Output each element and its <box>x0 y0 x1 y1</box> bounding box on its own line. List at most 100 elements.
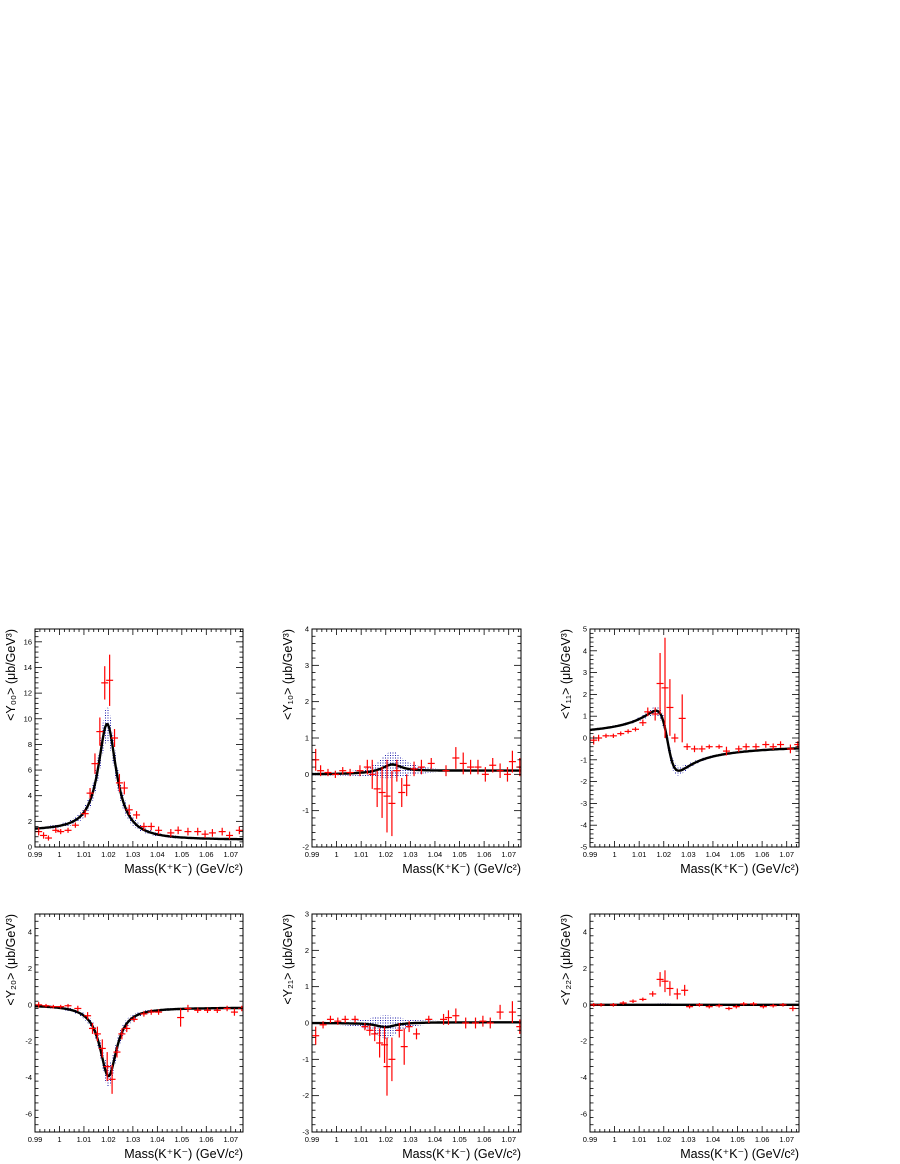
x-tick-label: 1.07 <box>223 850 238 859</box>
data-point <box>686 1004 694 1009</box>
data-point <box>140 822 148 831</box>
y-tick-label: 1 <box>583 712 587 721</box>
data-point <box>317 765 325 777</box>
data-point <box>312 1026 320 1045</box>
y-tick-label: 0 <box>583 1000 587 1009</box>
data-point <box>413 1028 420 1040</box>
data-point <box>410 761 418 777</box>
data-point <box>44 835 52 841</box>
data-point <box>42 1003 50 1008</box>
data-point <box>440 1013 448 1025</box>
fit-curve <box>35 722 243 841</box>
x-tick-label: 1.04 <box>150 1135 165 1144</box>
x-tick-label: 1.01 <box>632 850 647 859</box>
data-point <box>735 745 743 753</box>
x-tick-label: 1.06 <box>755 1135 770 1144</box>
x-axis-title: Mass(K⁺K⁻) (GeV/c²) <box>680 862 799 876</box>
y-axis-title: <Y₂₁> (μb/GeV³) <box>281 914 295 1005</box>
data-point <box>218 827 226 836</box>
data-point <box>656 652 664 715</box>
data-point <box>383 759 391 833</box>
data-point <box>194 1007 202 1014</box>
x-tick-label: 1.07 <box>501 850 516 859</box>
data-point <box>786 744 794 754</box>
data-point <box>52 827 60 833</box>
x-axis-title: Mass(K⁺K⁻) (GeV/c²) <box>402 862 521 876</box>
data-point <box>331 770 339 778</box>
data-point <box>695 1003 703 1007</box>
data-point <box>388 770 396 837</box>
data-point <box>740 1002 748 1006</box>
x-tick-label: 1.04 <box>706 850 721 859</box>
chart-panel-6: 0.99 1 1.01 1.02 1.03 1.04 1.05 1.06 1.07 -6 -4 -2 0… <box>559 913 800 1161</box>
fit-curve <box>590 709 799 772</box>
x-tick-label: 1.02 <box>101 850 116 859</box>
y-tick-label: 2 <box>305 946 309 955</box>
data-point <box>363 759 371 775</box>
data-point <box>123 1024 131 1033</box>
data-point <box>35 1002 43 1008</box>
data-point <box>57 1004 65 1009</box>
data-point <box>590 1003 598 1007</box>
data-point <box>666 679 674 736</box>
data-point <box>319 1021 327 1029</box>
data-point <box>326 1015 334 1023</box>
y-tick-label: 1 <box>305 982 309 991</box>
data-point <box>115 773 123 792</box>
x-axis-title: Mass(K⁺K⁻) (GeV/c²) <box>124 862 243 876</box>
y-tick-label: 3 <box>583 668 587 677</box>
data-point <box>496 1004 504 1020</box>
data-point <box>427 757 435 769</box>
data-point <box>223 1005 231 1012</box>
y-tick-label: 12 <box>24 689 32 698</box>
data-point <box>678 694 686 743</box>
fit-curve <box>312 1021 521 1029</box>
y-tick-label: 4 <box>583 928 587 937</box>
y-tick-label: 0 <box>305 1019 309 1028</box>
x-tick-label: 1.07 <box>501 1135 516 1144</box>
plot-frame <box>34 628 244 848</box>
x-tick-label: 1.05 <box>730 850 745 859</box>
data-point <box>147 822 155 831</box>
y-tick-label: 3 <box>305 661 309 670</box>
x-tick-label: 1.05 <box>175 850 190 859</box>
x-tick-label: 1 <box>57 1135 61 1144</box>
data-point <box>106 654 114 706</box>
y-tick-label: -2 <box>25 1037 32 1046</box>
fit-uncertainty-band <box>35 1005 243 1088</box>
data-point <box>673 988 681 1000</box>
data-point <box>184 827 192 836</box>
x-tick-label: 1.04 <box>428 850 443 859</box>
data-point <box>103 1052 111 1082</box>
data-point <box>393 759 401 782</box>
data-point <box>472 1017 480 1029</box>
plot-area <box>590 637 799 776</box>
x-tick-label: 1.03 <box>126 1135 141 1144</box>
y-tick-label: 2 <box>583 690 587 699</box>
x-axis-title: Mass(K⁺K⁻) (GeV/c²) <box>402 1147 521 1161</box>
fit-curve <box>35 1005 243 1078</box>
data-point <box>691 745 698 753</box>
data-point <box>752 743 760 750</box>
data-point <box>489 757 497 773</box>
data-point <box>462 1017 470 1029</box>
chart-panel-4: 0.99 1 1.01 1.02 1.03 1.04 1.05 1.06 1.07 -6 -4 -2 0… <box>4 913 244 1161</box>
y-tick-label: -2 <box>580 777 587 786</box>
y-tick-label: 1 <box>305 734 309 743</box>
x-tick-label: 1.03 <box>126 850 141 859</box>
y-tick-label: 6 <box>28 766 32 775</box>
y-tick-label: -2 <box>580 1037 587 1046</box>
plot-area <box>312 747 521 837</box>
data-point <box>155 1009 163 1015</box>
data-point <box>213 1007 221 1014</box>
x-axis-title: Mass(K⁺K⁻) (GeV/c²) <box>680 1147 799 1161</box>
data-point <box>93 1026 101 1042</box>
plot-frame <box>34 913 244 1133</box>
data-point <box>184 1004 192 1013</box>
chart-panel-2: 0.99 1 1.01 1.02 1.03 1.04 1.05 1.06 1.07 -2 -1 0 1 2… <box>281 625 522 876</box>
x-tick-label: 0.99 <box>305 1135 320 1144</box>
y-axis-title: <Y₂₀> (μb/GeV³) <box>4 914 18 1006</box>
data-point <box>356 765 364 777</box>
data-point <box>705 744 713 749</box>
